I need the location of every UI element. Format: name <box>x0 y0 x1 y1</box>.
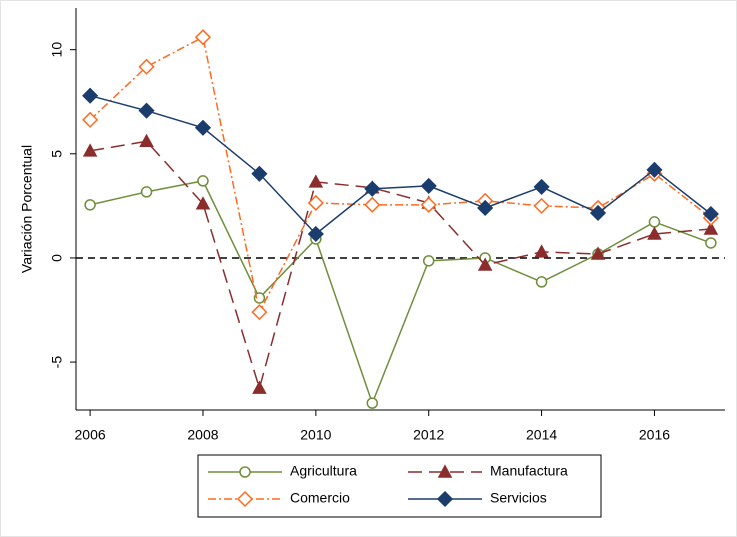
marker <box>140 186 153 198</box>
marker <box>308 174 324 188</box>
marker <box>533 178 550 195</box>
marker <box>82 111 99 128</box>
marker <box>194 29 212 46</box>
marker <box>420 177 437 194</box>
marker <box>307 194 324 212</box>
marker <box>703 221 719 235</box>
marker <box>251 165 268 182</box>
marker <box>138 58 155 75</box>
marker <box>82 87 99 104</box>
marker <box>535 276 548 288</box>
marker <box>705 237 717 249</box>
series-line <box>89 140 711 391</box>
x-tick-label: 2006 <box>75 427 106 443</box>
marker <box>647 226 662 240</box>
marker <box>366 397 379 409</box>
x-tick-label: 2008 <box>187 427 218 443</box>
marker <box>702 205 719 223</box>
legend-label: Servicios <box>490 490 547 506</box>
legend <box>197 454 602 518</box>
marker <box>422 255 435 267</box>
marker <box>253 292 266 304</box>
marker <box>364 180 381 197</box>
marker <box>648 216 661 228</box>
series-line <box>89 180 712 406</box>
legend-label: Comercio <box>290 490 350 506</box>
marker <box>590 246 606 260</box>
marker <box>307 225 324 243</box>
marker <box>252 380 267 394</box>
x-tick-label: 2012 <box>413 427 444 443</box>
marker <box>251 304 268 321</box>
marker <box>477 199 494 217</box>
x-tick-label: 2016 <box>639 427 670 443</box>
y-axis-label: Variación Porcentual <box>19 145 35 273</box>
marker <box>533 197 550 214</box>
y-tick-label: 10 <box>49 42 65 58</box>
legend-marker <box>236 490 254 508</box>
legend-marker <box>239 466 251 478</box>
x-tick-label: 2010 <box>300 427 331 443</box>
marker <box>534 244 549 258</box>
marker <box>194 119 212 136</box>
marker <box>420 196 437 213</box>
series-line <box>89 36 712 315</box>
legend-label: Agricultura <box>290 463 357 479</box>
marker <box>477 257 493 271</box>
y-tick-label: 0 <box>49 254 65 262</box>
series-line <box>89 94 712 236</box>
marker <box>197 175 209 187</box>
marker <box>139 133 154 148</box>
marker <box>646 161 663 178</box>
marker <box>84 199 96 211</box>
legend-marker <box>436 490 454 508</box>
marker <box>82 143 98 157</box>
marker <box>589 204 607 222</box>
marker <box>195 196 211 210</box>
legend-label: Manufactura <box>490 463 568 479</box>
legend-marker <box>437 464 453 478</box>
marker <box>364 196 381 213</box>
x-tick-label: 2014 <box>526 427 557 443</box>
y-tick-label: 5 <box>49 150 65 158</box>
marker <box>138 102 155 119</box>
y-tick-label: -5 <box>49 356 65 369</box>
